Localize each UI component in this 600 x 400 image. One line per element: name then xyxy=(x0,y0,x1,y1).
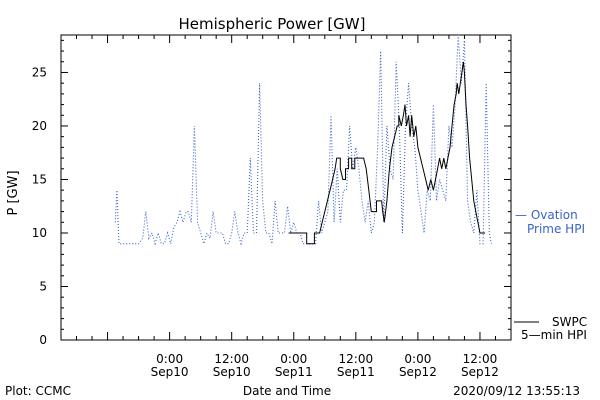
plot-timestamp: 2020/09/12 13:55:13 xyxy=(453,384,580,398)
swpc-series-line xyxy=(288,61,486,245)
x-tick-time-label: 0:00 xyxy=(404,352,431,366)
x-tick-time-label: 12:00 xyxy=(339,352,374,366)
x-axis-label: Date and Time xyxy=(243,384,331,398)
x-tick-date-label: Sep11 xyxy=(275,365,313,379)
x-tick-time-label: 0:00 xyxy=(156,352,183,366)
y-tick-label: 5 xyxy=(39,279,47,293)
y-tick-label: 0 xyxy=(39,333,47,347)
plot-area: 05101520250:00Sep1012:00Sep100:00Sep1112… xyxy=(32,34,512,379)
x-tick-time-label: 0:00 xyxy=(280,352,307,366)
legend-swpc-label: SWPC xyxy=(552,315,587,329)
legend-ovation-label: — Ovation xyxy=(515,208,578,222)
y-tick-label: 25 xyxy=(32,65,47,79)
plot-frame xyxy=(60,34,512,341)
plot-credit: Plot: CCMC xyxy=(5,384,71,398)
legend-ovation-label-line2: Prime HPI xyxy=(527,222,585,236)
x-tick-date-label: Sep10 xyxy=(213,365,251,379)
x-tick-date-label: Sep12 xyxy=(461,365,499,379)
x-tick-date-label: Sep11 xyxy=(337,365,375,379)
y-tick-label: 15 xyxy=(32,172,47,186)
y-tick-label: 20 xyxy=(32,119,47,133)
y-axis-label: P [GW] xyxy=(6,170,21,215)
ovation-prime-series-line xyxy=(114,34,492,246)
legend-swpc-label-line2: 5—min HPI xyxy=(521,328,587,342)
x-tick-date-label: Sep10 xyxy=(151,365,189,379)
x-tick-time-label: 12:00 xyxy=(463,352,498,366)
chart-title: Hemispheric Power [GW] xyxy=(179,15,366,33)
x-tick-time-label: 12:00 xyxy=(214,352,249,366)
x-tick-date-label: Sep12 xyxy=(399,365,437,379)
y-tick-label: 10 xyxy=(32,226,47,240)
